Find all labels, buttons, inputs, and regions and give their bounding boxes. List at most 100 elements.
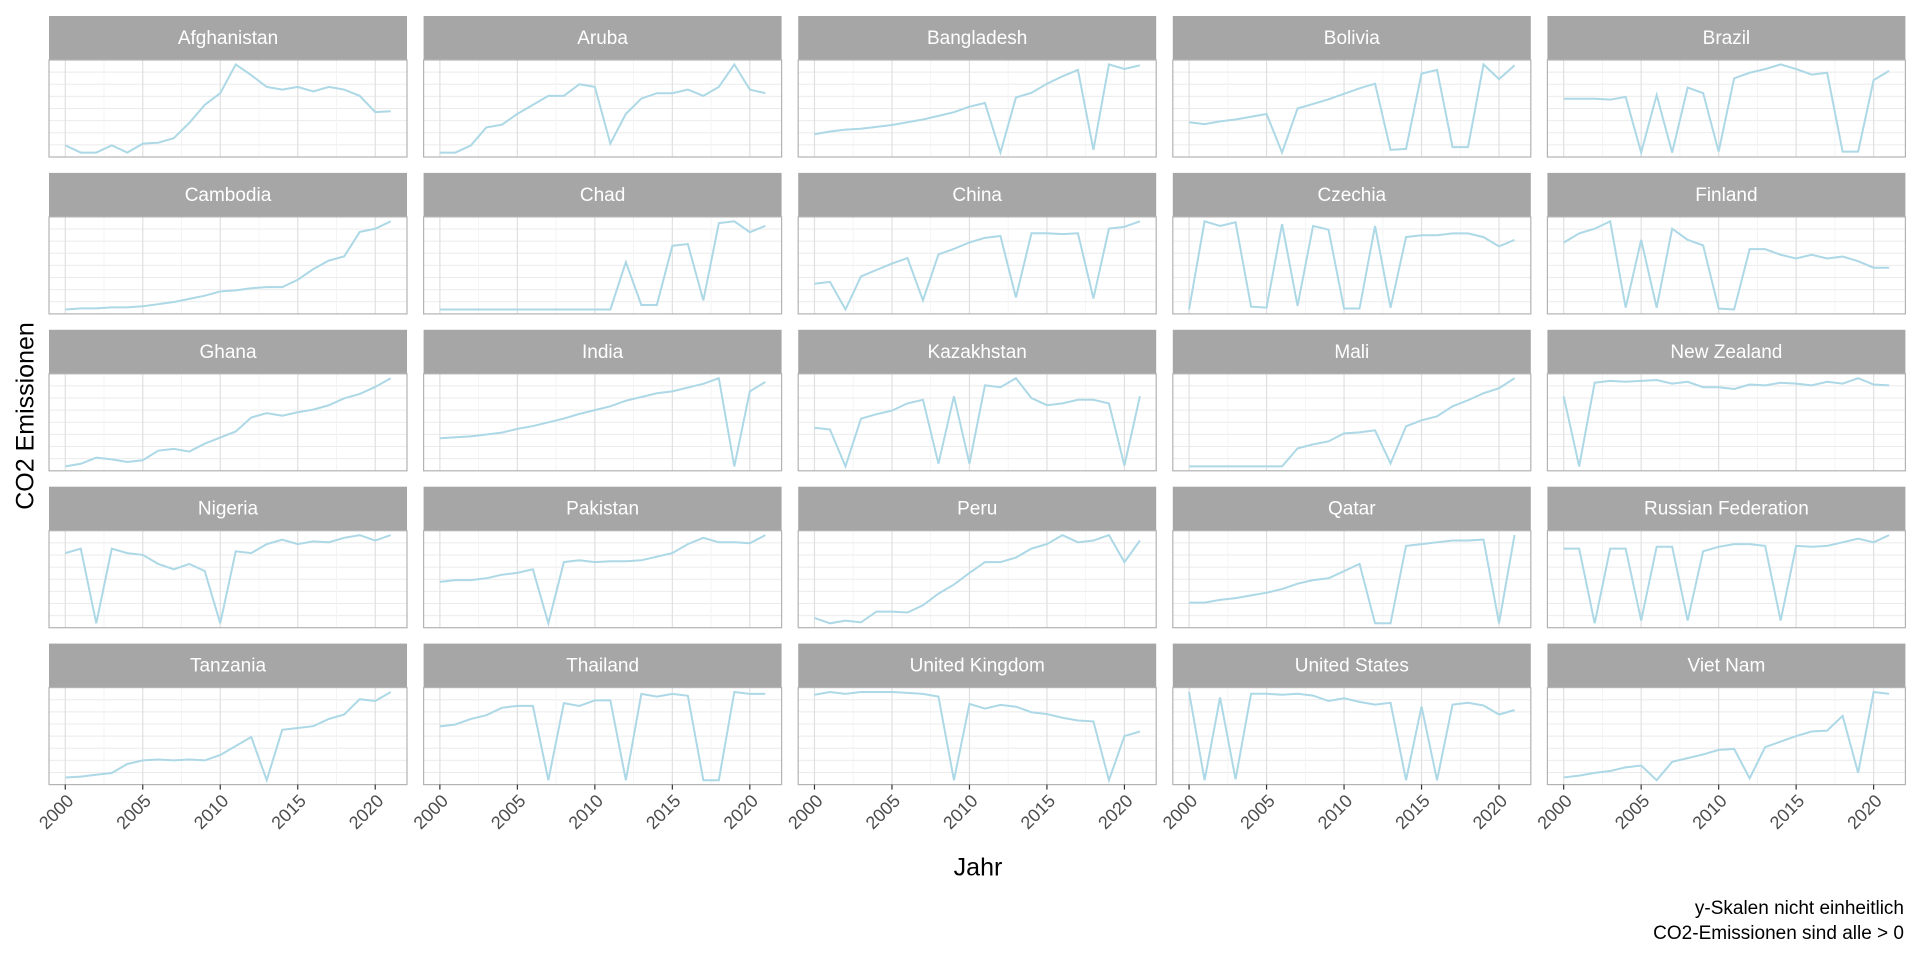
facet: Pakistan (423, 486, 783, 629)
facet: Viet Nam 2000 2005 2010 2015 2020 (1533, 643, 1907, 833)
line (1188, 220, 1515, 310)
line (1563, 690, 1890, 782)
x-tick-label: 2020 (1843, 791, 1885, 833)
strip (49, 16, 407, 60)
strip (1547, 172, 1906, 217)
strip-label: Czechia (1317, 185, 1386, 206)
line (439, 534, 766, 628)
strip-label: Peru (957, 499, 997, 520)
line (439, 376, 766, 467)
line (439, 690, 766, 782)
facet: Qatar (1172, 486, 1532, 629)
facet: Ghana (48, 329, 408, 472)
strip-label: Chad (580, 185, 625, 206)
facet: China (797, 172, 1157, 315)
line (64, 62, 391, 154)
line (1562, 377, 1890, 467)
strip (49, 172, 407, 217)
panel-border (423, 373, 783, 472)
x-tick-label: 2015 (267, 791, 309, 833)
facet: Bolivia (1172, 16, 1532, 158)
x-tick-label: 2000 (784, 791, 826, 833)
strip-label: New Zealand (1670, 342, 1782, 363)
x-tick-label: 2015 (1766, 791, 1808, 833)
x-tick-label: 2010 (565, 791, 607, 833)
strip-label: United States (1295, 656, 1409, 677)
panel-border (797, 530, 1157, 629)
panel-border (423, 59, 783, 158)
strip (1172, 16, 1531, 60)
strip (1547, 486, 1906, 531)
strip-label: Pakistan (566, 499, 639, 520)
strip-label: Russian Federation (1644, 499, 1809, 520)
panel-border (48, 686, 408, 786)
panel-border (423, 216, 783, 315)
strip (423, 643, 782, 688)
facet: Afghanistan (48, 16, 408, 158)
line (65, 220, 392, 311)
strip-label: Aruba (577, 28, 628, 49)
line (1189, 534, 1516, 625)
facet: Brazil (1546, 16, 1907, 158)
line (814, 220, 1141, 312)
line (1188, 691, 1515, 781)
strip-label: Ghana (199, 342, 256, 363)
strip (1172, 486, 1531, 531)
line (65, 377, 392, 468)
line (1188, 62, 1516, 156)
strip (1547, 16, 1906, 60)
x-tick-label: 2005 (112, 791, 154, 833)
line (814, 376, 1141, 470)
panel-border (48, 216, 408, 315)
x-tick-label: 2015 (1391, 791, 1433, 833)
x-tick-label: 2010 (939, 791, 981, 833)
strip-label: Bolivia (1324, 28, 1380, 49)
strip-label: Brazil (1703, 28, 1751, 49)
x-tick-label: 2020 (345, 791, 387, 833)
panel-border (48, 530, 408, 629)
strip (798, 16, 1157, 60)
facet: Nigeria (48, 486, 408, 629)
strip-label: Kazakhstan (928, 342, 1027, 363)
strip (423, 16, 782, 60)
x-tick-label: 2000 (1159, 791, 1201, 833)
x-tick-label: 2005 (1611, 791, 1653, 833)
strip (49, 329, 407, 374)
panel-border (1172, 530, 1532, 629)
panel-border (797, 373, 1157, 472)
x-tick-label: 2020 (1094, 791, 1136, 833)
strip (1172, 643, 1531, 688)
panel-border (1172, 373, 1532, 472)
panel-border (1546, 686, 1907, 786)
strip-label: Bangladesh (927, 28, 1027, 49)
line (814, 533, 1141, 625)
strip-label: China (952, 185, 1002, 206)
x-tick-label: 2010 (1314, 791, 1356, 833)
facet: United States 2000 2005 2010 2015 2020 (1159, 643, 1532, 833)
strip-label: India (582, 342, 624, 363)
line (814, 63, 1141, 157)
strip (798, 329, 1157, 374)
facet: Russian Federation (1546, 486, 1907, 629)
line (1189, 377, 1516, 468)
x-tick-label: 2000 (1533, 791, 1575, 833)
panel-border (1546, 530, 1907, 629)
strip (798, 172, 1157, 217)
panel-border (1546, 216, 1907, 315)
panel-border (797, 216, 1157, 315)
facet: Bangladesh (797, 16, 1157, 158)
strip-label: Thailand (566, 656, 639, 677)
strip (49, 486, 407, 531)
strip-label: Nigeria (198, 499, 259, 520)
x-tick-label: 2015 (642, 791, 684, 833)
strip-label: Cambodia (185, 185, 272, 206)
line (439, 220, 766, 311)
facet: Czechia (1172, 172, 1532, 315)
caption: y-Skalen nicht einheitlich (1695, 898, 1904, 919)
facet: India (423, 329, 783, 472)
strip (798, 643, 1157, 688)
strip-label: Finland (1695, 185, 1757, 206)
facet: New Zealand (1546, 329, 1907, 472)
strip (798, 486, 1157, 531)
